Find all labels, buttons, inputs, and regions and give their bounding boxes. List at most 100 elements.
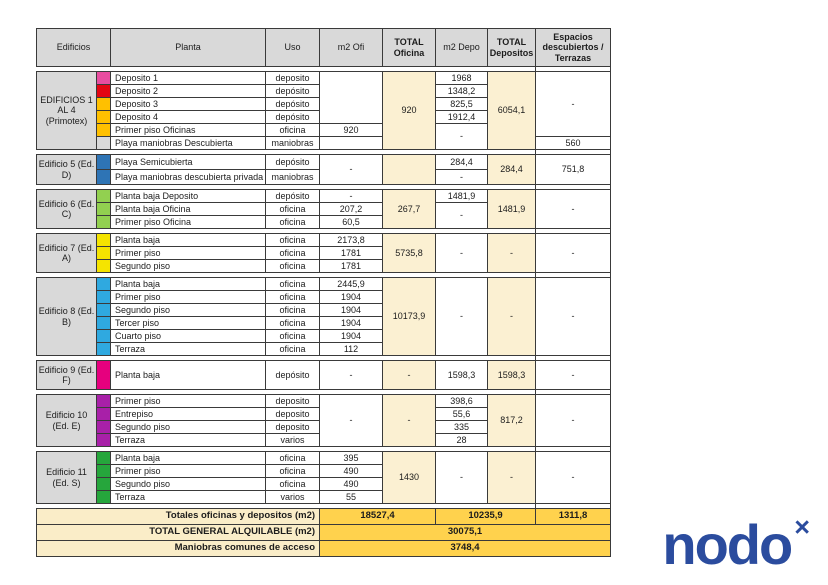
cell-uso: deposito — [265, 407, 321, 421]
gap-cell-espacios — [535, 446, 612, 452]
buildings-area-table: Edificios Planta Uso m2 Ofi TOTAL Oficin… — [35, 28, 612, 557]
col-header-m2-ofi: m2 Ofi — [319, 28, 384, 67]
cell-building-name: Edificio 7 (Ed. A) — [36, 233, 97, 273]
cell-espacios: - — [535, 451, 612, 504]
gap-cell-espacios — [535, 272, 612, 278]
cell-uso: oficina — [265, 464, 321, 478]
cell-m2depo: 825,5 — [435, 97, 489, 111]
cell-total-oficina: 1430 — [382, 451, 437, 504]
cell-planta: Planta baja Deposito — [110, 189, 267, 203]
col-header-m2-depo: m2 Depo — [435, 28, 489, 67]
cell-building-name: Edificio 8 (Ed. B) — [36, 277, 97, 356]
color-chip — [95, 154, 112, 170]
cell-m2ofi: 112 — [319, 342, 384, 356]
cell-planta: Playa maniobras Descubierta — [110, 136, 267, 150]
table-row: Edificio 8 (Ed. B) Planta baja oficina 2… — [36, 277, 612, 356]
table-row: Edificio 7 (Ed. A) Planta baja oficina 2… — [36, 233, 612, 273]
cell-total-oficina: - — [382, 394, 437, 447]
color-chip — [95, 189, 112, 203]
block-gap — [36, 355, 612, 361]
cell-planta: Primer piso — [110, 290, 267, 304]
color-chip — [95, 316, 112, 330]
table-row: Terraza varios 55 — [37, 490, 611, 504]
cell-total-oficina: 267,7 — [382, 189, 437, 229]
cell-planta: Tercer piso — [110, 316, 267, 330]
cell-m2ofi: 1904 — [319, 329, 384, 343]
totals-value: 30075,1 — [319, 524, 612, 541]
color-chip — [95, 451, 112, 465]
cell-planta: Playa maniobras descubierta privada — [110, 169, 267, 185]
cell-uso: maniobras — [265, 169, 321, 185]
cell-planta: Primer piso Oficina — [110, 215, 267, 229]
gap-cell-espacios — [535, 355, 612, 361]
gap-cell — [36, 355, 536, 361]
table-row: Edificio 6 (Ed. C) Planta baja Deposito … — [36, 189, 612, 229]
logo-x-mark: × — [794, 512, 810, 542]
cell-building-name: Edificio 10 (Ed. E) — [36, 394, 97, 447]
cell-planta: Deposito 4 — [110, 110, 267, 124]
cell-uso: depósito — [265, 110, 321, 124]
totals-label: Maniobras comunes de acceso — [35, 540, 321, 557]
cell-uso: deposito — [265, 394, 321, 408]
table-row: Primer piso Oficina oficina 60,5 — [37, 215, 611, 229]
cell-planta: Deposito 1 — [110, 71, 267, 85]
block-gap — [36, 446, 612, 452]
table-row: Tercer piso oficina 1904 — [37, 316, 611, 330]
cell-total-oficina: 10173,9 — [382, 277, 437, 356]
cell-building-name: EDIFICIOS 1 AL 4 (Primotex) — [36, 71, 97, 150]
cell-total-depositos: 284,4 — [487, 154, 537, 185]
cell-planta: Segundo piso — [110, 259, 267, 273]
header-row: Edificios Planta Uso m2 Ofi TOTAL Oficin… — [35, 28, 612, 67]
color-chip — [95, 84, 112, 98]
color-chip — [95, 329, 112, 343]
gap-cell-espacios — [535, 503, 612, 509]
cell-espacios: - — [535, 394, 612, 447]
cell-uso: oficina — [265, 215, 321, 229]
cell-m2ofi: 490 — [319, 477, 384, 491]
cell-planta: Planta baja — [110, 233, 267, 247]
cell-planta: Primer piso — [110, 246, 267, 260]
cell-total-depositos: 1598,3 — [487, 360, 537, 390]
cell-m2depo: 1598,3 — [435, 360, 489, 390]
cell-espacios: 751,8 — [535, 154, 612, 185]
table-row: Playa maniobras descubierta privada mani… — [37, 169, 611, 185]
cell-espacios: - — [535, 277, 612, 356]
cell-uso: oficina — [265, 259, 321, 273]
cell-uso: deposito — [265, 420, 321, 434]
totals-value-oficina: 18527,4 — [319, 508, 437, 525]
cell-uso: oficina — [265, 246, 321, 260]
table-row: Edificio 10 (Ed. E) Primer piso deposito… — [36, 394, 612, 447]
gap-cell — [36, 149, 536, 155]
cell-m2ofi: 1781 — [319, 259, 384, 273]
cell-uso: depósito — [265, 84, 321, 98]
cell-m2depo: - — [435, 169, 489, 185]
cell-espacios: - — [535, 189, 612, 229]
block-gap — [36, 272, 612, 278]
totals-label: Totales oficinas y depositos (m2) — [35, 508, 321, 525]
gap-cell — [36, 66, 536, 72]
nodo-logo: nodo × — [662, 514, 810, 573]
table-row: Segundo piso oficina 1781 — [37, 259, 611, 273]
cell-planta: Terraza — [110, 433, 267, 447]
cell-m2ofi: 1904 — [319, 290, 384, 304]
cell-planta: Primer piso — [110, 394, 267, 408]
block-gap — [36, 184, 612, 190]
table-row: Primer piso Oficinas oficina 920 - — [37, 123, 611, 150]
cell-espacios: - — [535, 233, 612, 273]
cell-uso: depósito — [265, 360, 321, 390]
cell-espacios: - — [535, 71, 612, 137]
cell-m2ofi — [319, 136, 384, 150]
cell-total-depositos: 6054,1 — [487, 71, 537, 150]
gap-cell — [36, 228, 536, 234]
color-chip — [95, 407, 112, 421]
col-header-edificios: Edificios — [35, 28, 112, 67]
cell-uso: oficina — [265, 316, 321, 330]
cell-total-oficina — [382, 154, 437, 185]
cell-total-depositos: 817,2 — [487, 394, 537, 447]
cell-m2ofi: 207,2 — [319, 202, 384, 216]
cell-m2ofi: 1904 — [319, 316, 384, 330]
table-row: Playa maniobras Descubierta maniobras 56… — [37, 136, 612, 150]
cell-m2ofi-merged — [319, 71, 384, 124]
cell-planta: Segundo piso — [110, 477, 267, 491]
cell-uso: oficina — [265, 303, 321, 317]
